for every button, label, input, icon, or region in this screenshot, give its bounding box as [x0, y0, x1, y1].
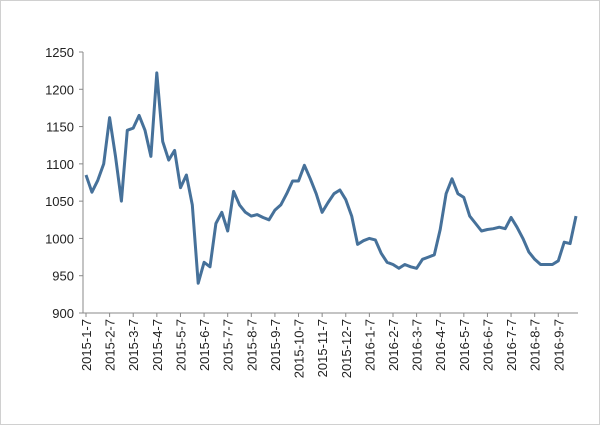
- y-tick-label: 1150: [46, 120, 74, 135]
- x-tick-label: 2016-7-7: [504, 319, 519, 371]
- x-tick-label: 2015-4-7: [150, 319, 165, 371]
- y-tick-label: 1100: [46, 157, 74, 172]
- y-tick-label: 1250: [45, 45, 74, 60]
- x-tick-label: 2015-3-7: [126, 319, 141, 371]
- y-tick-label: 900: [52, 306, 74, 321]
- x-tick-label: 2016-8-7: [528, 319, 543, 371]
- x-tick-label: 2016-1-7: [362, 319, 377, 371]
- x-tick-label: 2016-5-7: [457, 319, 472, 371]
- y-tick-label: 1050: [45, 194, 74, 209]
- x-tick-label: 2015-12-7: [339, 319, 354, 378]
- x-tick-label: 2015-7-7: [221, 319, 236, 371]
- y-tick-label: 950: [52, 269, 74, 284]
- x-tick-label: 2016-6-7: [480, 319, 495, 371]
- y-tick-label: 1200: [45, 82, 74, 97]
- data-line: [84, 71, 578, 285]
- x-tick-label: 2016-4-7: [433, 319, 448, 371]
- x-tick-label: 2016-2-7: [386, 319, 401, 371]
- x-tick-label: 2015-9-7: [268, 319, 283, 371]
- x-tick-label: 2015-10-7: [292, 319, 307, 378]
- y-tick-label: 1000: [45, 231, 74, 246]
- x-tick-label: 2015-1-7: [79, 319, 94, 371]
- x-tick-label: 2015-5-7: [173, 319, 188, 371]
- x-tick-label: 2015-8-7: [244, 319, 259, 371]
- x-tick-label: 2016-9-7: [551, 319, 566, 371]
- x-tick-label: 2015-2-7: [103, 319, 118, 371]
- x-tick-label: 2015-6-7: [197, 319, 212, 371]
- x-tick-label: 2015-11-7: [315, 319, 330, 377]
- x-tick-label: 2016-3-7: [410, 319, 425, 371]
